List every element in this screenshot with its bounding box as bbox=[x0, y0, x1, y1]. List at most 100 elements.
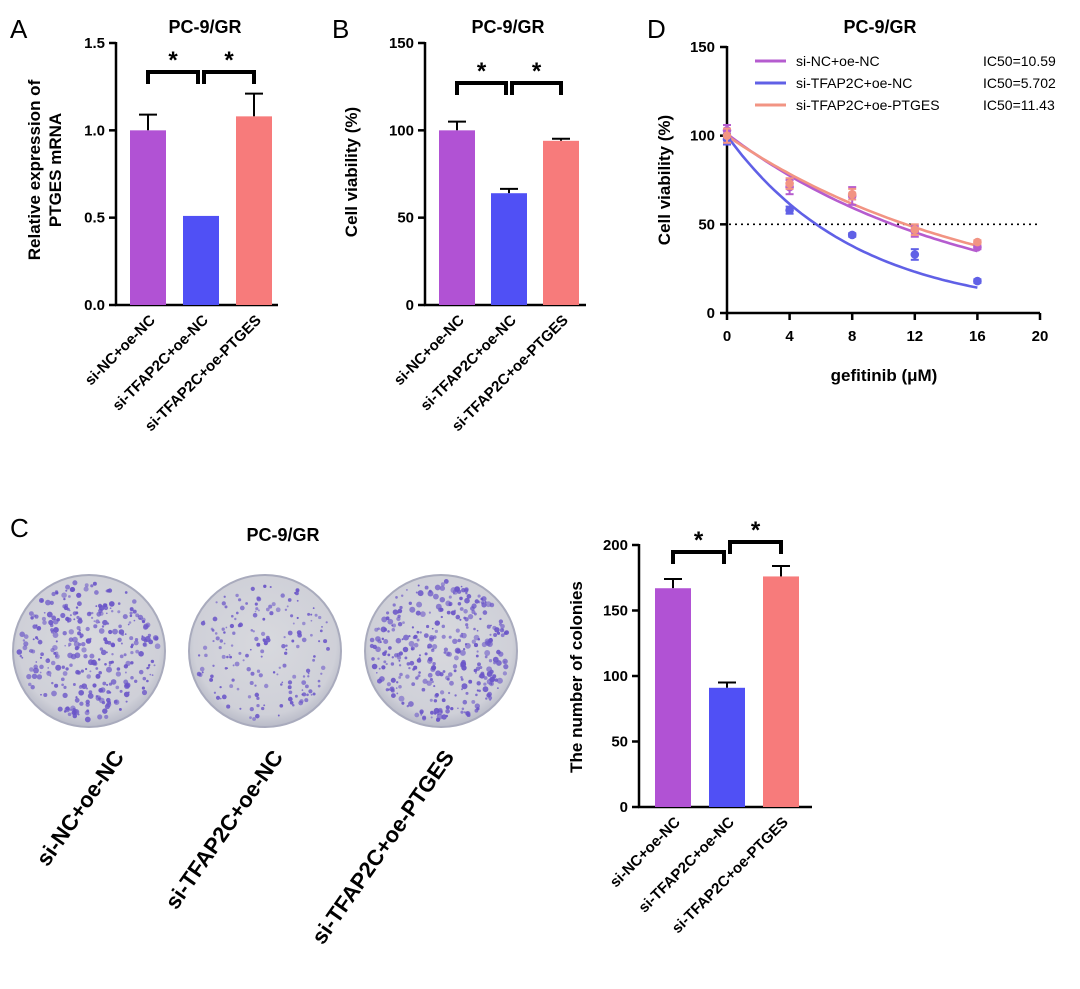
colony-spot bbox=[102, 681, 107, 686]
chart-A-bar bbox=[236, 116, 272, 305]
colony-spot bbox=[92, 581, 97, 586]
colony-spot bbox=[302, 692, 307, 697]
colony-spot bbox=[68, 644, 70, 647]
colony-spot bbox=[120, 642, 123, 645]
colony-spot bbox=[104, 640, 109, 645]
colony-spot bbox=[226, 704, 231, 709]
colony-spot bbox=[50, 660, 56, 666]
colony-spot bbox=[34, 614, 39, 619]
colony-spot bbox=[35, 636, 38, 640]
colony-spot bbox=[391, 693, 396, 698]
colony-spot bbox=[98, 688, 104, 693]
colony-spot bbox=[438, 607, 443, 613]
colony-spot bbox=[475, 693, 478, 697]
colony-spot bbox=[137, 614, 144, 621]
colony-spot bbox=[255, 713, 260, 719]
colony-spot bbox=[482, 686, 489, 693]
colony-spot bbox=[294, 591, 297, 595]
colony-spot bbox=[492, 625, 497, 630]
colony-spot bbox=[130, 650, 134, 655]
colony-dish-2 bbox=[188, 574, 342, 728]
colony-spot bbox=[465, 626, 469, 629]
colony-spot bbox=[325, 621, 328, 624]
colony-spot bbox=[202, 645, 208, 650]
chart-a-ylabel: Relative expression of PTGES mRNA bbox=[25, 79, 65, 260]
colony-spot bbox=[454, 647, 461, 654]
colony-spot bbox=[218, 646, 222, 650]
colony-spot bbox=[108, 601, 115, 607]
colony-spot bbox=[69, 663, 73, 667]
colony-spot bbox=[310, 633, 313, 637]
chart-A-significance-star: * bbox=[224, 47, 234, 74]
colony-spot bbox=[453, 609, 457, 612]
colony-spot bbox=[454, 694, 457, 697]
panel-letter-a: A bbox=[10, 14, 28, 44]
chart-B-significance-bracket bbox=[510, 81, 563, 95]
colony-spot bbox=[64, 644, 67, 647]
colony-spot bbox=[62, 671, 68, 676]
colony-spot bbox=[307, 675, 310, 678]
colony-spot bbox=[29, 667, 34, 672]
colony-spot bbox=[231, 678, 235, 682]
chart-B-category-label: si-TFAP2C+oe-NC bbox=[417, 312, 520, 415]
colony-spot bbox=[237, 598, 242, 602]
colony-spot bbox=[431, 665, 437, 671]
colony-spot bbox=[301, 680, 307, 685]
colony-spot bbox=[250, 586, 255, 592]
chart-d-data-point bbox=[847, 189, 857, 199]
chart-d-data-point bbox=[910, 250, 920, 259]
chart-A-ytick-label: 1.5 bbox=[84, 35, 105, 52]
colony-spot bbox=[109, 607, 112, 610]
colony-spot bbox=[287, 696, 293, 702]
colony-spot bbox=[76, 592, 82, 598]
colony-spot bbox=[441, 624, 446, 629]
chart-C-bar-ytick-label: 100 bbox=[603, 668, 628, 685]
colony-spot bbox=[395, 637, 402, 644]
colony-spot bbox=[118, 629, 125, 635]
colony-spot bbox=[224, 605, 228, 609]
colony-spot bbox=[401, 701, 405, 705]
colony-spot bbox=[142, 642, 147, 647]
colony-spot bbox=[424, 585, 429, 590]
colony-spot bbox=[465, 691, 469, 695]
colony-spot bbox=[398, 659, 401, 662]
colony-spot bbox=[302, 621, 306, 626]
colony-spot bbox=[430, 716, 433, 719]
colony-spot bbox=[465, 592, 468, 595]
chart-b-title: PC-9/GR bbox=[471, 17, 544, 37]
colony-spot bbox=[232, 631, 236, 635]
colony-spot bbox=[115, 685, 120, 690]
colony-spot bbox=[371, 657, 375, 661]
colony-spot bbox=[130, 676, 134, 680]
colony-spot bbox=[279, 703, 284, 708]
colony-spot bbox=[283, 636, 286, 639]
colony-spot bbox=[61, 665, 65, 669]
colony-spot bbox=[54, 651, 59, 656]
colony-spot bbox=[465, 623, 469, 627]
colony-spot bbox=[69, 614, 72, 617]
colony-spot bbox=[41, 616, 46, 621]
colony-spot bbox=[441, 634, 446, 639]
colony-spot bbox=[125, 684, 128, 688]
colony-spot bbox=[246, 666, 251, 672]
colony-spot bbox=[210, 674, 214, 679]
colony-spot bbox=[29, 648, 34, 653]
colony-spot bbox=[462, 699, 468, 705]
colony-spot bbox=[76, 625, 81, 631]
colony-spot bbox=[294, 694, 298, 698]
colony-spot bbox=[460, 664, 464, 668]
chart-d-data-point bbox=[973, 276, 982, 286]
colony-spot bbox=[476, 681, 481, 686]
colony-spot bbox=[97, 658, 101, 661]
colony-spot bbox=[378, 667, 381, 670]
colony-spot bbox=[499, 627, 505, 633]
colony-spot bbox=[219, 697, 222, 700]
chart-B-ytick-label: 100 bbox=[389, 122, 414, 139]
colony-spot bbox=[57, 706, 63, 712]
colony-spot bbox=[117, 610, 121, 614]
colony-spot bbox=[459, 649, 466, 656]
colony-spot bbox=[312, 607, 315, 609]
colony-spot bbox=[490, 683, 493, 685]
colony-spot bbox=[16, 649, 23, 655]
colony-spot bbox=[249, 716, 252, 719]
